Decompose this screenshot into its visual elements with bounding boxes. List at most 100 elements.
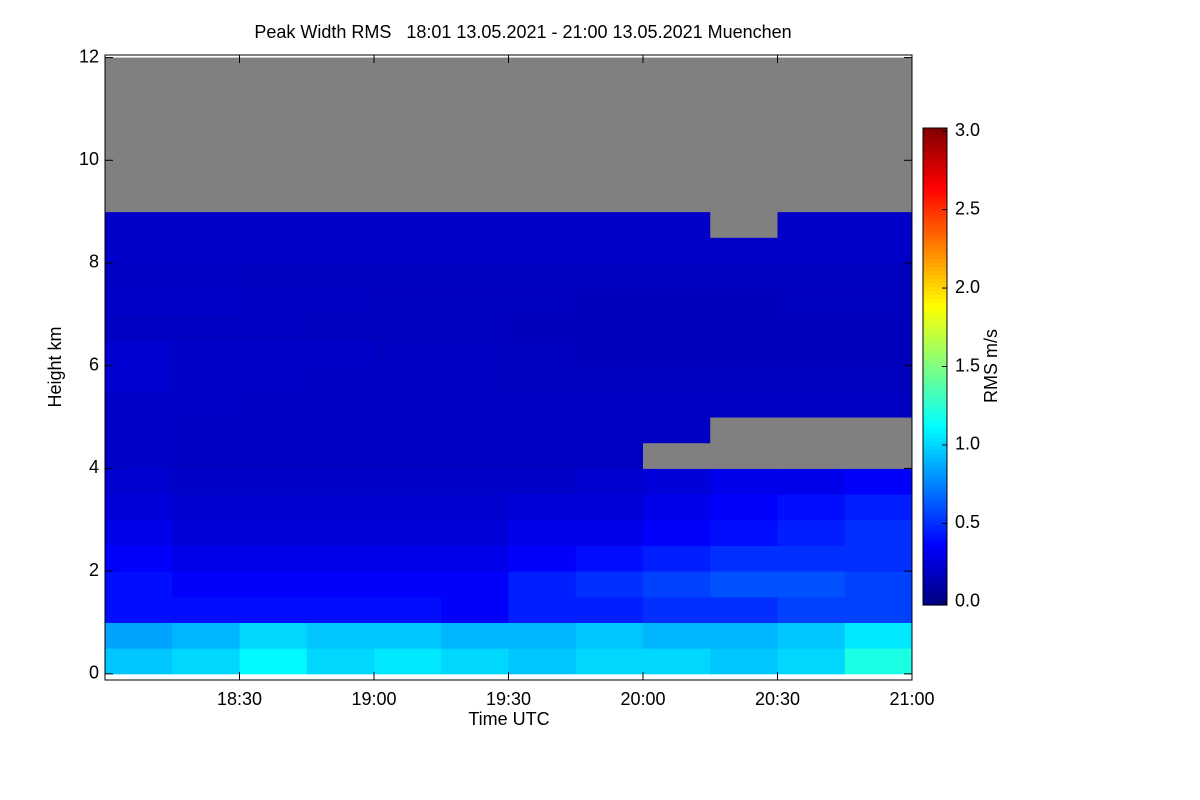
heatmap-cell bbox=[710, 519, 778, 546]
heatmap-cell bbox=[441, 494, 509, 521]
heatmap-cell bbox=[105, 571, 173, 598]
heatmap-cell bbox=[508, 314, 577, 341]
colorbar-swatch bbox=[923, 414, 947, 419]
x-tick-label: 21:00 bbox=[889, 689, 934, 709]
heatmap-cell bbox=[172, 519, 240, 546]
heatmap-cell bbox=[441, 622, 509, 649]
colorbar-swatch bbox=[923, 219, 947, 224]
colorbar-swatch bbox=[923, 485, 947, 491]
heatmap-cell bbox=[374, 622, 442, 649]
no-data-cell bbox=[710, 108, 778, 136]
colorbar-swatch bbox=[923, 302, 947, 308]
colorbar-swatch bbox=[923, 541, 947, 546]
heatmap-cell bbox=[777, 365, 846, 392]
colorbar-swatch bbox=[923, 402, 947, 407]
heatmap-cell bbox=[172, 417, 240, 444]
no-data-cell bbox=[710, 442, 778, 469]
heatmap-cell bbox=[105, 519, 173, 546]
no-data-cell bbox=[710, 57, 778, 84]
heatmap-cell bbox=[374, 468, 442, 495]
heatmap-cell bbox=[239, 288, 308, 315]
colorbar-swatch bbox=[923, 442, 947, 447]
colorbar-swatch bbox=[923, 287, 947, 292]
heatmap-cell bbox=[105, 262, 173, 290]
no-data-cell bbox=[508, 83, 577, 110]
colorbar-tick-label: 2.5 bbox=[955, 198, 980, 218]
heatmap-cell bbox=[239, 494, 308, 521]
colorbar-swatch bbox=[923, 481, 947, 487]
heatmap-cell bbox=[643, 340, 711, 367]
heatmap-cell bbox=[239, 468, 308, 495]
heatmap-cell bbox=[306, 391, 375, 418]
heatmap-cell bbox=[575, 648, 644, 675]
colorbar-swatch bbox=[923, 465, 947, 471]
colorbar-swatch bbox=[923, 314, 947, 320]
colorbar-swatch bbox=[923, 565, 947, 570]
heatmap-cell bbox=[643, 262, 711, 290]
no-data-cell bbox=[844, 134, 913, 161]
heatmap-cell bbox=[374, 545, 442, 572]
heatmap-cell bbox=[777, 468, 846, 495]
x-tick-label: 19:30 bbox=[486, 689, 531, 709]
heatmap-cell bbox=[105, 237, 173, 264]
heatmap-cell bbox=[306, 340, 375, 367]
x-tick-label: 19:00 bbox=[351, 689, 396, 709]
colorbar-swatch bbox=[923, 501, 947, 507]
heatmap-cell bbox=[508, 468, 577, 495]
heatmap-cell bbox=[575, 519, 644, 546]
no-data-cell bbox=[306, 108, 375, 136]
no-data-cell bbox=[441, 108, 509, 136]
colorbar-swatch bbox=[923, 139, 947, 145]
heatmap-cell bbox=[105, 596, 173, 623]
heatmap-cell bbox=[441, 648, 509, 675]
colorbar-swatch bbox=[923, 394, 947, 399]
heatmap-cell bbox=[239, 545, 308, 572]
heatmap-cell bbox=[306, 519, 375, 546]
heatmap-cell bbox=[374, 596, 442, 623]
colorbar-swatch bbox=[923, 263, 947, 268]
colorbar-swatch bbox=[923, 223, 947, 228]
heatmap-cell bbox=[306, 237, 375, 264]
colorbar-swatch bbox=[923, 171, 947, 177]
heatmap-cell bbox=[306, 622, 375, 649]
colorbar-swatch bbox=[923, 215, 947, 221]
heatmap-cell bbox=[306, 288, 375, 315]
colorbar-swatch bbox=[923, 382, 947, 387]
colorbar-swatch bbox=[923, 131, 947, 137]
colorbar-swatch bbox=[923, 370, 947, 376]
colorbar-swatch bbox=[923, 497, 947, 503]
heatmap-cell bbox=[575, 314, 644, 341]
heatmap-cell bbox=[575, 391, 644, 418]
heatmap-cell bbox=[710, 545, 778, 572]
no-data-cell bbox=[172, 134, 240, 161]
heatmap-cell bbox=[777, 494, 846, 521]
x-axis-label: Time UTC bbox=[468, 709, 549, 729]
no-data-cell bbox=[105, 160, 173, 187]
no-data-cell bbox=[374, 108, 442, 136]
colorbar-swatch bbox=[923, 537, 947, 542]
colorbar-swatch bbox=[923, 529, 947, 535]
heatmap-cell bbox=[441, 417, 509, 444]
no-data-cell bbox=[777, 108, 846, 136]
no-data-cell bbox=[575, 134, 644, 161]
heatmap-cell bbox=[441, 314, 509, 341]
no-data-cell bbox=[710, 417, 778, 444]
colorbar-swatch bbox=[923, 251, 947, 256]
heatmap-cell bbox=[643, 519, 711, 546]
heatmap-cell bbox=[643, 391, 711, 418]
colorbar-swatch bbox=[923, 175, 947, 181]
colorbar-swatch bbox=[923, 354, 947, 360]
colorbar-swatch bbox=[923, 306, 947, 312]
heatmap-cell bbox=[508, 596, 577, 623]
no-data-cell bbox=[374, 57, 442, 84]
colorbar-swatch bbox=[923, 577, 947, 582]
heatmap-cell bbox=[710, 340, 778, 367]
heatmap-cell bbox=[844, 545, 913, 572]
no-data-cell bbox=[441, 160, 509, 187]
heatmap-cell bbox=[441, 596, 509, 623]
heatmap-cell bbox=[306, 314, 375, 341]
colorbar-swatch bbox=[923, 255, 947, 260]
heatmap-cell bbox=[239, 211, 308, 238]
no-data-cell bbox=[306, 57, 375, 84]
colorbar-swatch bbox=[923, 195, 947, 201]
